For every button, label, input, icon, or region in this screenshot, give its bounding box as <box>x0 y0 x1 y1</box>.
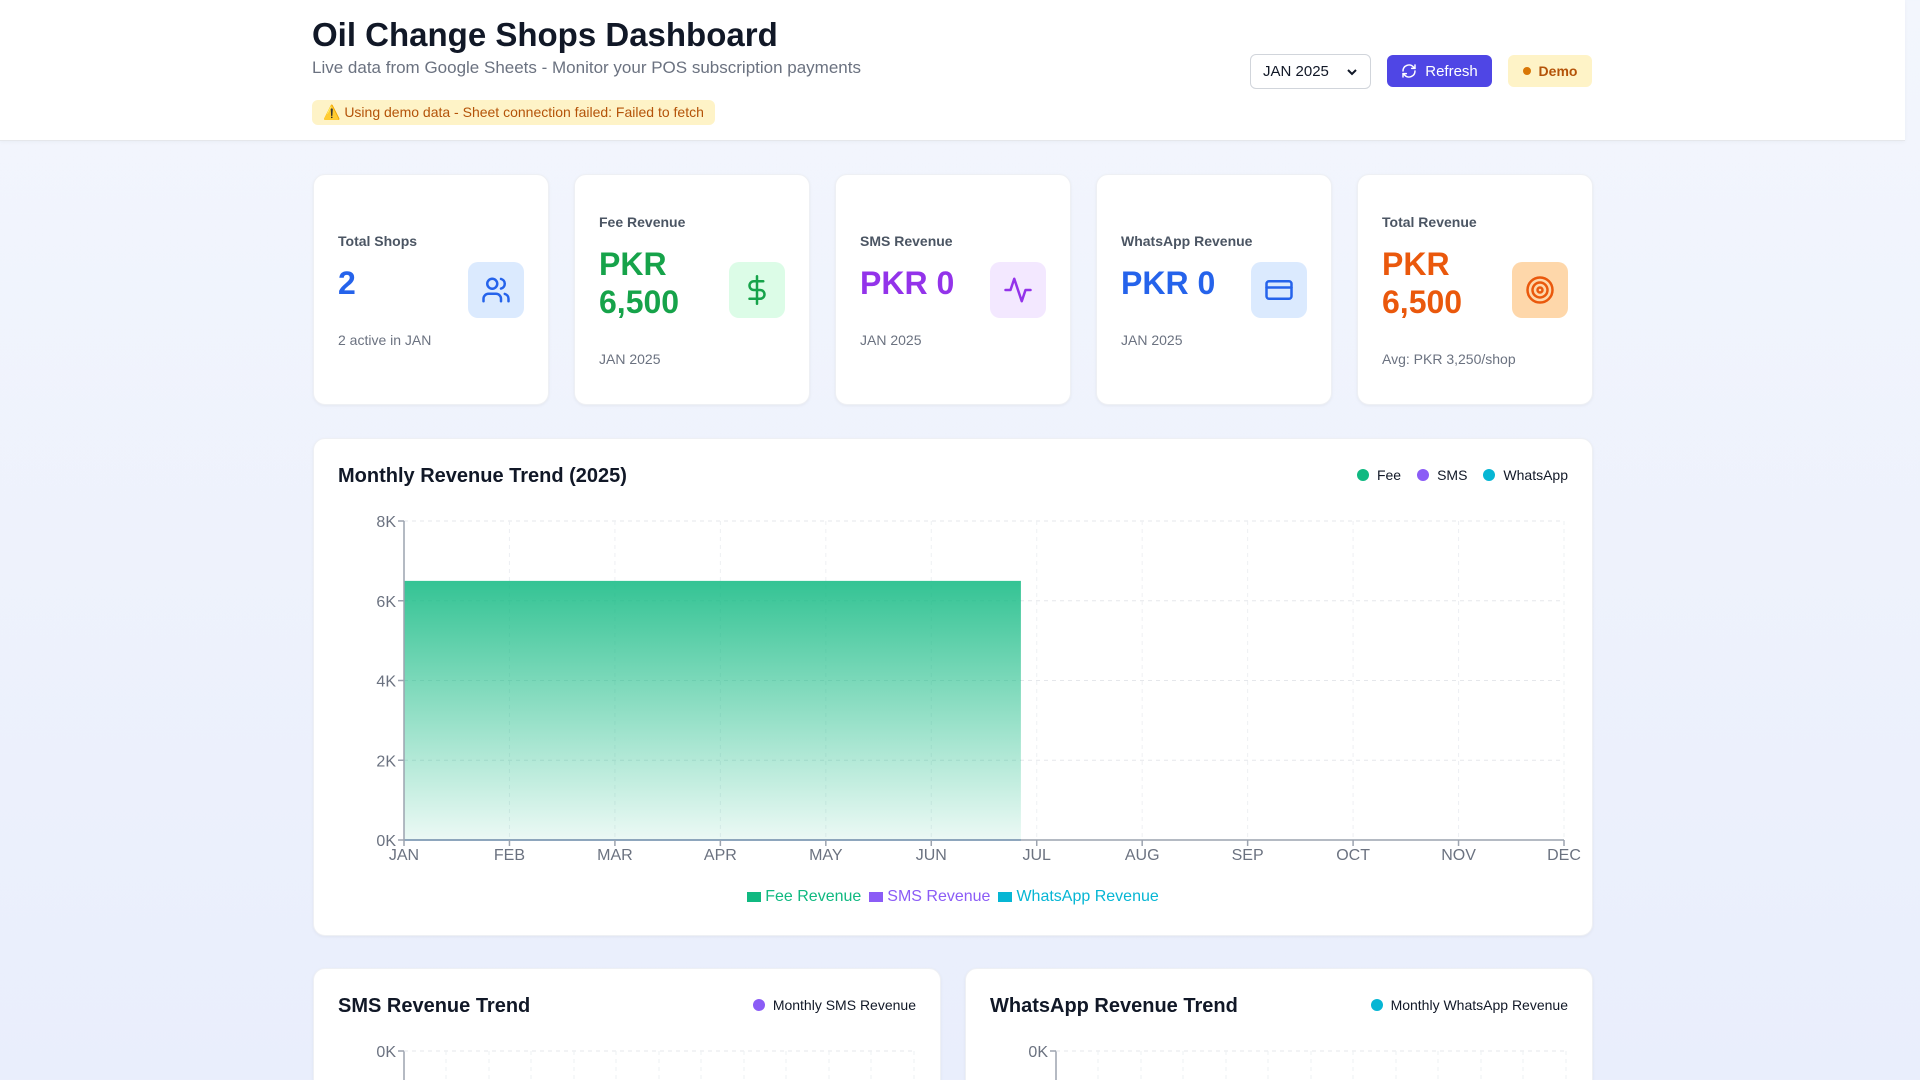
card-sub: Avg: PKR 3,250/shop <box>1382 351 1516 367</box>
demo-warning-banner: ⚠️ Using demo data - Sheet connection fa… <box>312 100 715 125</box>
x-tick-label: JUN <box>916 847 947 864</box>
card-value: PKR 0 <box>1121 265 1216 301</box>
chart-bottom-legend: Fee Revenue SMS Revenue WhatsApp Revenue <box>314 888 1592 906</box>
card-value: PKR 0 <box>860 265 955 301</box>
target-icon <box>1512 262 1568 318</box>
legend-label: WhatsApp Revenue <box>1016 888 1159 905</box>
card-sub: JAN 2025 <box>1121 332 1183 348</box>
x-tick-label: DEC <box>1547 847 1581 864</box>
legend-label: Monthly WhatsApp Revenue <box>1390 997 1568 1013</box>
card-sub: JAN 2025 <box>599 351 661 367</box>
x-tick-label: JAN <box>389 847 419 864</box>
dollar-icon <box>729 262 785 318</box>
fee-revenue-card: Fee Revenue PKR 6,500 JAN 2025 <box>574 174 810 405</box>
card-label: Total Revenue <box>1382 214 1477 230</box>
monthly-revenue-trend-panel: Monthly Revenue Trend (2025) Fee SMS Wha… <box>313 438 1593 936</box>
status-dot <box>1522 67 1531 75</box>
x-tick-label: JUL <box>1023 847 1052 864</box>
panel-legend: Monthly WhatsApp Revenue <box>1370 997 1568 1013</box>
x-tick-label: MAR <box>597 847 633 864</box>
total-revenue-card: Total Revenue PKR 6,500 Avg: PKR 3,250/s… <box>1357 174 1593 405</box>
users-icon <box>468 262 524 318</box>
legend-label: SMS <box>1437 467 1468 483</box>
x-tick-label: OCT <box>1336 847 1370 864</box>
legend-label: WhatsApp <box>1503 467 1568 483</box>
month-select-value: JAN 2025 <box>1263 63 1329 80</box>
page-subtitle: Live data from Google Sheets - Monitor y… <box>312 58 861 77</box>
y-tick-label: 0K <box>376 833 396 850</box>
header: Oil Change Shops Dashboard Live data fro… <box>0 0 1905 141</box>
panel-title: WhatsApp Revenue Trend <box>990 995 1238 1017</box>
revenue-area-chart: 0K 2K 4K 6K 8K JAN FEB MAR APR MAY JUN JUL AUG SEP OCT… <box>376 514 1581 864</box>
credit-card-icon <box>1251 262 1307 318</box>
legend-label: Fee Revenue <box>765 888 862 905</box>
legend-label: Fee <box>1376 467 1402 483</box>
card-label: WhatsApp Revenue <box>1121 233 1253 249</box>
card-value: 2 <box>338 265 356 301</box>
total-shops-card: Total Shops 2 2 active in JAN <box>313 174 549 405</box>
chevron-down-icon <box>1347 68 1357 75</box>
legend-item-whatsapp: Monthly WhatsApp Revenue <box>1370 997 1568 1013</box>
legend-item-whatsapp: WhatsApp <box>1483 467 1568 483</box>
demo-label: Demo <box>1538 63 1578 79</box>
refresh-label: Refresh <box>1425 62 1478 80</box>
demo-badge: Demo <box>1508 55 1592 87</box>
sms-revenue-trend-panel: SMS Revenue Trend Monthly SMS Revenue 0K <box>313 968 941 1080</box>
panel-title: SMS Revenue Trend <box>338 995 531 1017</box>
y-tick-label: 0K <box>1028 1044 1048 1061</box>
chart-title: Monthly Revenue Trend (2025) <box>338 465 627 487</box>
card-label: SMS Revenue <box>860 233 953 249</box>
whatsapp-revenue-card: WhatsApp Revenue PKR 0 JAN 2025 <box>1096 174 1332 405</box>
series-area-fee-revenue <box>404 580 1021 840</box>
card-sub: 2 active in JAN <box>338 332 432 348</box>
refresh-button[interactable]: Refresh <box>1387 55 1492 87</box>
card-sub: JAN 2025 <box>860 332 922 348</box>
legend-label: SMS Revenue <box>887 888 991 905</box>
bottom-legend-sms: SMS Revenue <box>869 888 990 906</box>
card-label: Fee Revenue <box>599 214 686 230</box>
legend-label: Monthly SMS Revenue <box>772 997 916 1013</box>
bottom-legend-whatsapp: WhatsApp Revenue <box>998 888 1159 906</box>
legend-item-fee: Fee <box>1356 467 1402 483</box>
y-tick-label: 0K <box>376 1044 396 1061</box>
whatsapp-revenue-trend-panel: WhatsApp Revenue Trend Monthly WhatsApp … <box>965 968 1593 1080</box>
y-tick-label: 8K <box>376 514 396 531</box>
bottom-legend-fee: Fee Revenue <box>747 888 861 906</box>
chart-legend: Fee SMS WhatsApp <box>1356 467 1568 483</box>
sms-revenue-card: SMS Revenue PKR 0 JAN 2025 <box>835 174 1071 405</box>
y-tick-label: 4K <box>376 674 396 691</box>
legend-item-sms: Monthly SMS Revenue <box>752 997 916 1013</box>
x-tick-label: AUG <box>1125 847 1160 864</box>
panel-legend: Monthly SMS Revenue <box>752 997 916 1013</box>
x-tick-label: FEB <box>494 847 525 864</box>
card-value: PKR 6,500 <box>599 246 680 320</box>
activity-icon <box>990 262 1046 318</box>
page-title: Oil Change Shops Dashboard <box>312 16 778 53</box>
month-select[interactable]: JAN 2025 <box>1250 54 1371 89</box>
x-tick-label: MAY <box>809 847 843 864</box>
x-tick-label: SEP <box>1232 847 1264 864</box>
x-tick-label: APR <box>704 847 737 864</box>
refresh-icon <box>1402 64 1416 78</box>
y-tick-label: 2K <box>376 753 396 770</box>
card-label: Total Shops <box>338 233 418 249</box>
whatsapp-chart: 0K <box>1028 1044 1567 1080</box>
x-tick-label: NOV <box>1441 847 1476 864</box>
y-tick-label: 6K <box>376 594 396 611</box>
card-value: PKR 6,500 <box>1382 246 1463 320</box>
legend-item-sms: SMS <box>1417 467 1467 483</box>
sms-chart: 0K <box>376 1044 915 1080</box>
